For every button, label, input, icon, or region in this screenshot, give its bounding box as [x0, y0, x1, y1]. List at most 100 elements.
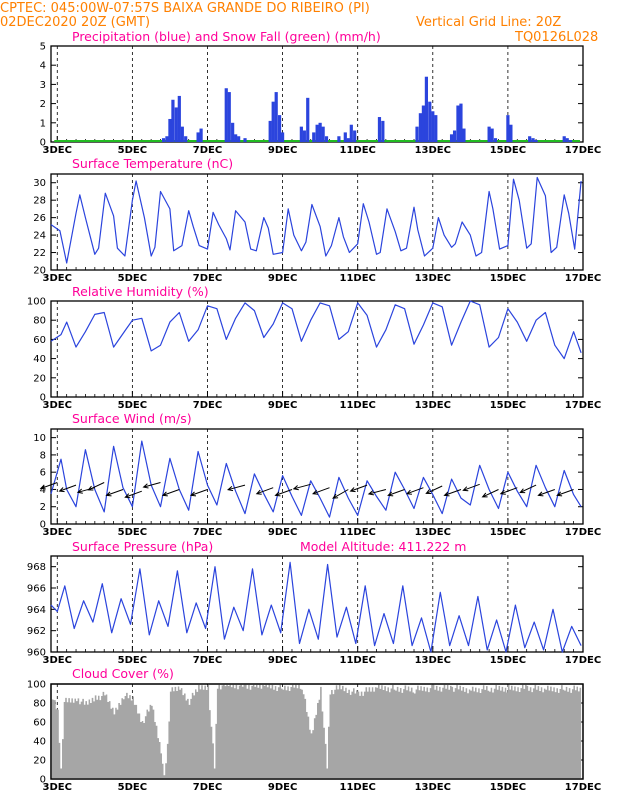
temperature-y-tick-label: 24 — [33, 231, 46, 242]
pressure-y-tick-label: 968 — [27, 562, 46, 573]
wind-y-tick-label: 2 — [40, 502, 46, 513]
wind-arrow — [189, 489, 208, 497]
wind-frame — [50, 428, 584, 525]
humidity-y-tick-label: 100 — [27, 297, 46, 308]
precipitation-bar — [302, 130, 306, 142]
wind-x-tick-label: 17DEC — [565, 527, 601, 538]
precipitation-bar — [449, 134, 454, 142]
wind-arrow — [142, 482, 161, 489]
precipitation-bar — [506, 115, 510, 142]
temperature-x-tick-label: 9DEC — [268, 273, 297, 284]
precipitation-bar — [428, 101, 432, 142]
precipitation-bar — [161, 138, 166, 142]
wind-y-tick-label: 4 — [40, 485, 46, 496]
humidity-x-tick-label: 17DEC — [565, 400, 601, 411]
precipitation-bar — [280, 132, 285, 142]
humidity-x-tick-label: 7DEC — [193, 400, 222, 411]
header-model: TQ0126L028 — [514, 30, 598, 45]
wind-arrow — [39, 482, 58, 490]
precipitation-bar — [268, 120, 272, 142]
precipitation-bar — [196, 132, 200, 142]
precipitation-bar — [493, 138, 498, 142]
wind-arrow — [443, 489, 462, 497]
precipitation-title: Precipitation (blue) and Snow Fall (gree… — [72, 29, 381, 44]
wind-arrow — [226, 484, 246, 492]
temperature-x-tick-label: 13DEC — [415, 273, 451, 284]
precipitation-bar — [569, 140, 573, 142]
precipitation-bar — [381, 120, 385, 142]
humidity-y-tick-label: 40 — [33, 354, 46, 365]
precipitation-bar — [180, 126, 184, 142]
precipitation-bar — [424, 76, 429, 142]
wind-x-tick-label: 15DEC — [490, 527, 526, 538]
precipitation-y-tick-label: 3 — [40, 80, 46, 91]
temperature-x-tick-label: 3DEC — [43, 273, 72, 284]
cloud-cover-title: Cloud Cover (%) — [72, 666, 174, 681]
precipitation-bar — [177, 95, 181, 142]
precipitation-bar — [418, 113, 422, 142]
wind-arrow — [58, 484, 77, 493]
cloud-cover-y-tick-label: 100 — [27, 680, 46, 691]
wind-arrow — [425, 485, 443, 494]
precipitation-bar — [509, 124, 513, 142]
wind-title: Surface Wind (m/s) — [72, 411, 192, 426]
wind-y-tick-label: 10 — [33, 433, 46, 444]
precipitation-bar — [349, 124, 353, 142]
temperature-y-tick-label: 20 — [33, 266, 46, 277]
precipitation-bar — [237, 136, 241, 142]
temperature-x-tick-label: 5DEC — [118, 273, 147, 284]
precipitation-x-tick-label: 17DEC — [565, 145, 601, 156]
precipitation-bar — [415, 126, 419, 142]
precipitation-y-tick-label: 2 — [40, 99, 46, 110]
precipitation-bar — [343, 132, 347, 142]
wind-arrow — [312, 487, 330, 495]
cloud-cover-x-tick-label: 13DEC — [415, 782, 451, 793]
precipitation-bar — [431, 111, 435, 142]
temperature-panel: Surface Temperature (nC) 3DEC 5DEC 7DEC 9DE… — [33, 156, 601, 284]
wind-arrow — [292, 483, 311, 491]
humidity-y-tick-label: 80 — [33, 316, 46, 327]
humidity-x-tick-label: 9DEC — [268, 400, 297, 411]
wind-x-tick-label: 13DEC — [415, 527, 451, 538]
precipitation-bar — [490, 128, 494, 142]
pressure-frame — [50, 555, 584, 653]
precipitation-bar — [459, 103, 463, 142]
precipitation-y-tick-label: 5 — [40, 42, 46, 53]
wind-arrow — [367, 489, 387, 496]
precipitation-bar — [165, 136, 169, 142]
temperature-x-tick-label: 17DEC — [565, 273, 601, 284]
wind-x-tick-label: 3DEC — [43, 527, 72, 538]
cloud-cover-x-tick-label: 5DEC — [118, 782, 147, 793]
humidity-x-tick-label: 11DEC — [339, 400, 375, 411]
temperature-x-tick-label: 15DEC — [490, 273, 526, 284]
precipitation-bar — [565, 138, 569, 142]
precipitation-bar — [199, 128, 203, 142]
humidity-x-tick-label: 3DEC — [43, 400, 72, 411]
temperature-x-tick-label: 11DEC — [339, 273, 375, 284]
precipitation-bar — [324, 136, 329, 142]
cloud-cover-y-tick-label: 60 — [33, 718, 46, 729]
precipitation-bar — [168, 118, 172, 142]
pressure-x-tick-label: 17DEC — [565, 655, 601, 666]
precipitation-bar — [421, 105, 426, 142]
precipitation-x-tick-label: 7DEC — [193, 145, 222, 156]
wind-arrow — [481, 489, 499, 498]
humidity-y-tick-label: 20 — [33, 373, 46, 384]
cloud-cover-y-tick-label: 80 — [33, 699, 46, 710]
humidity-title: Relative Humidity (%) — [72, 284, 209, 299]
precipitation-x-tick-label: 15DEC — [490, 145, 526, 156]
wind-arrow — [387, 489, 405, 497]
wind-x-tick-label: 5DEC — [118, 527, 147, 538]
pressure-y-tick-label: 966 — [27, 584, 46, 595]
precipitation-bar — [231, 122, 235, 142]
header-grid-line: Vertical Grid Line: 20Z — [416, 15, 561, 30]
precipitation-bar — [299, 126, 303, 142]
cloud-cover-y-tick-label: 40 — [33, 737, 46, 748]
cloud-cover-panel: Cloud Cover (%) 3DEC 5DEC 7DEC 9DEC 11DEC 13D… — [27, 666, 601, 793]
temperature-title: Surface Temperature (nC) — [72, 156, 233, 171]
humidity-panel: Relative Humidity (%) 3DEC 5DEC 7DEC 9DEC 11… — [27, 284, 601, 411]
pressure-x-tick-label: 7DEC — [193, 655, 222, 666]
precipitation-bar — [487, 126, 491, 142]
wind-arrow — [349, 484, 368, 493]
cloud-cover-x-tick-label: 3DEC — [43, 782, 72, 793]
